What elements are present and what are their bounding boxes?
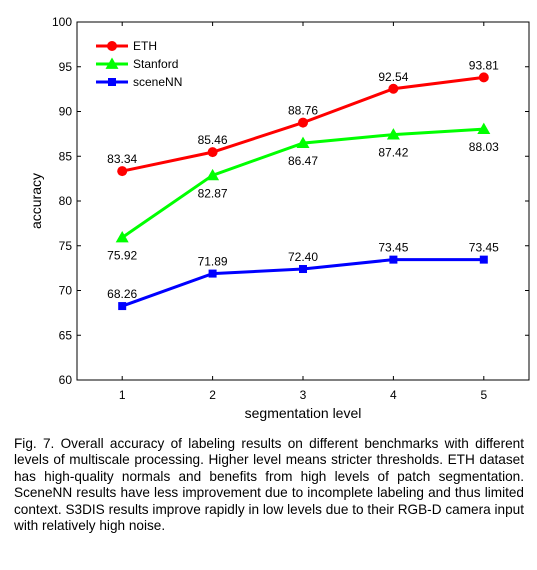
- x-tick-label: 2: [209, 388, 216, 402]
- x-axis-label: segmentation level: [245, 405, 362, 421]
- legend-label: ETH: [133, 39, 157, 53]
- data-point: [115, 231, 129, 243]
- x-tick-label: 5: [480, 388, 487, 402]
- data-label: 83.34: [107, 152, 137, 166]
- data-point: [118, 302, 127, 311]
- data-label: 85.46: [198, 133, 228, 147]
- data-label: 87.42: [378, 146, 408, 160]
- axes: 60 65 70 75 80 85 90 95 100 1 2 3 4 5 segmentation lev…: [28, 15, 530, 421]
- data-label: 86.47: [288, 154, 318, 168]
- data-label: 73.45: [378, 241, 408, 255]
- legend-label: sceneNN: [133, 75, 182, 89]
- data-point: [479, 255, 488, 264]
- data-point: [208, 269, 217, 278]
- series-scenenn: 68.26 71.89 72.40 73.45 73.45: [107, 241, 499, 311]
- y-tick-label: 90: [59, 105, 73, 119]
- data-point: [478, 72, 489, 83]
- y-tick-label: 80: [59, 194, 73, 208]
- series-eth: 83.34 85.46 88.76 92.54 93.81: [107, 58, 499, 177]
- legend-label: Stanford: [133, 57, 178, 71]
- legend-item: sceneNN: [96, 75, 182, 89]
- legend-item: ETH: [96, 39, 157, 53]
- line-chart: 60 65 70 75 80 85 90 95 100 1 2 3 4 5 segmentation lev…: [28, 15, 530, 421]
- data-label: 68.26: [107, 287, 137, 301]
- data-label: 88.03: [469, 140, 499, 154]
- data-point: [296, 136, 310, 148]
- y-tick-label: 60: [59, 373, 73, 387]
- legend-marker: [108, 78, 116, 86]
- series-stanford: 75.92 82.87 86.47 87.42 88.03: [107, 122, 499, 263]
- data-point: [206, 168, 220, 181]
- data-label: 73.45: [469, 241, 499, 255]
- data-label: 92.54: [378, 70, 408, 84]
- data-point: [299, 265, 307, 274]
- legend-item: Stanford: [96, 57, 178, 71]
- data-point: [117, 166, 128, 177]
- series-layer: 83.34 85.46 88.76 92.54 93.81 75.92 82.87 86.47…: [107, 58, 499, 311]
- y-tick-label: 75: [59, 239, 73, 253]
- legend-marker: [107, 41, 117, 51]
- data-point: [389, 255, 398, 264]
- y-tick-label: 100: [52, 15, 72, 29]
- figure-caption: Fig. 7. Overall accuracy of labeling res…: [14, 436, 524, 534]
- x-tick-label: 4: [390, 388, 397, 402]
- data-point: [298, 117, 308, 128]
- x-tick-label: 1: [119, 388, 126, 402]
- data-point: [477, 122, 491, 135]
- data-point: [207, 147, 218, 158]
- data-point: [386, 128, 400, 140]
- y-tick-label: 95: [59, 60, 73, 74]
- x-tick-label: 3: [300, 388, 307, 402]
- y-tick-label: 65: [59, 328, 73, 342]
- data-label: 72.40: [288, 250, 318, 264]
- y-axis-label: accuracy: [28, 173, 44, 229]
- data-label: 88.76: [288, 104, 318, 118]
- legend-marker: [105, 57, 119, 69]
- data-label: 71.89: [198, 255, 228, 269]
- data-label: 93.81: [469, 58, 499, 72]
- data-label: 82.87: [198, 186, 228, 200]
- y-tick-label: 85: [59, 149, 73, 163]
- legend: ETH Stanford sceneNN: [96, 39, 182, 89]
- y-tick-label: 70: [59, 284, 73, 298]
- data-label: 75.92: [107, 249, 137, 263]
- data-point: [388, 83, 399, 94]
